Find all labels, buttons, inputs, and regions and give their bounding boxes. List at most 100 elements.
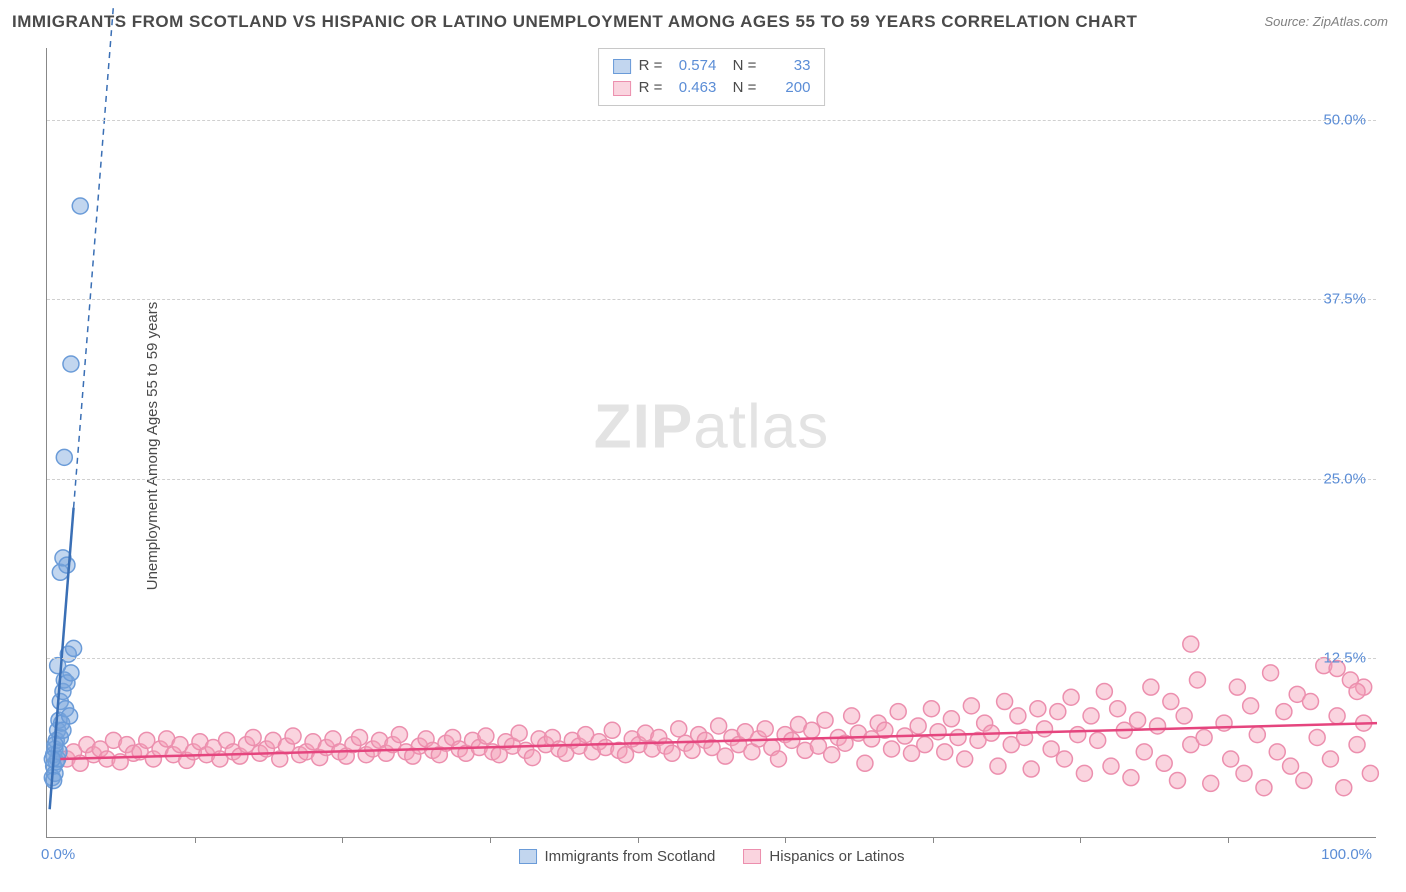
data-point (1023, 761, 1039, 777)
data-point (1163, 694, 1179, 710)
data-point (524, 750, 540, 766)
stat-label: N = (724, 77, 756, 99)
n-value-2: 200 (764, 77, 810, 99)
data-point (910, 718, 926, 734)
data-point (917, 737, 933, 753)
source-attribution: Source: ZipAtlas.com (1264, 14, 1388, 29)
legend-item-1: Immigrants from Scotland (519, 848, 716, 865)
data-point (997, 694, 1013, 710)
data-point (1216, 715, 1232, 731)
data-point (56, 449, 72, 465)
data-point (62, 708, 78, 724)
data-point (1070, 727, 1086, 743)
data-point (1063, 689, 1079, 705)
data-point (1090, 732, 1106, 748)
data-point (50, 658, 66, 674)
data-point (1203, 775, 1219, 791)
x-tick (195, 837, 196, 843)
data-point (923, 701, 939, 717)
data-point (1156, 755, 1172, 771)
data-point (1329, 708, 1345, 724)
y-tick-label: 50.0% (1323, 111, 1366, 128)
legend-item-2: Hispanics or Latinos (743, 848, 904, 865)
data-point (963, 698, 979, 714)
data-point (1196, 729, 1212, 745)
data-point (1362, 765, 1378, 781)
data-point (63, 356, 79, 372)
data-point (285, 728, 301, 744)
data-point (1309, 729, 1325, 745)
data-point (1336, 780, 1352, 796)
data-point (757, 721, 773, 737)
data-point (717, 748, 733, 764)
data-point (1143, 679, 1159, 695)
y-tick-label: 37.5% (1323, 291, 1366, 308)
data-point (930, 724, 946, 740)
data-point (1123, 770, 1139, 786)
legend-stats-row-2: R = 0.463 N = 200 (613, 77, 811, 99)
data-point (1130, 712, 1146, 728)
data-point (1303, 694, 1319, 710)
data-point (352, 729, 368, 745)
data-point (664, 745, 680, 761)
x-tick (1080, 837, 1081, 843)
legend-stats-row-1: R = 0.574 N = 33 (613, 55, 811, 77)
data-point (1030, 701, 1046, 717)
series2-swatch-icon (743, 849, 761, 864)
x-tick-label: 0.0% (41, 846, 75, 863)
data-point (1349, 737, 1365, 753)
y-tick-label: 12.5% (1323, 650, 1366, 667)
data-point (1256, 780, 1272, 796)
data-point (937, 744, 953, 760)
data-point (957, 751, 973, 767)
data-point (890, 704, 906, 720)
data-point (511, 725, 527, 741)
data-point (1283, 758, 1299, 774)
data-point (1229, 679, 1245, 695)
data-point (817, 712, 833, 728)
data-point (844, 708, 860, 724)
data-point (1083, 708, 1099, 724)
data-point (1322, 751, 1338, 767)
data-point (618, 747, 634, 763)
data-point (1050, 704, 1066, 720)
data-point (671, 721, 687, 737)
data-point (1096, 683, 1112, 699)
legend-series: Immigrants from Scotland Hispanics or La… (519, 848, 905, 865)
gridline (47, 479, 1376, 480)
gridline (47, 299, 1376, 300)
y-tick-label: 25.0% (1323, 470, 1366, 487)
data-point (824, 747, 840, 763)
data-point (711, 718, 727, 734)
data-point (1263, 665, 1279, 681)
data-point (1223, 751, 1239, 767)
r-value-1: 0.574 (670, 55, 716, 77)
data-point (1349, 683, 1365, 699)
plot-area: ZIPatlas R = 0.574 N = 33 R = 0.463 N = … (46, 48, 1376, 838)
data-point (391, 727, 407, 743)
data-point (1183, 636, 1199, 652)
data-point (1037, 721, 1053, 737)
data-point (1269, 744, 1285, 760)
data-point (1110, 701, 1126, 717)
x-tick (638, 837, 639, 843)
data-point (884, 741, 900, 757)
chart-title: IMMIGRANTS FROM SCOTLAND VS HISPANIC OR … (12, 12, 1137, 32)
data-point (245, 729, 261, 745)
legend-stats: R = 0.574 N = 33 R = 0.463 N = 200 (598, 48, 826, 106)
data-point (1103, 758, 1119, 774)
stat-label: R = (639, 55, 663, 77)
data-point (684, 742, 700, 758)
data-point (1276, 704, 1292, 720)
data-point (59, 557, 75, 573)
series1-swatch-icon (519, 849, 537, 864)
data-point (72, 198, 88, 214)
chart-svg (47, 48, 1376, 837)
data-point (66, 640, 82, 656)
data-point (604, 722, 620, 738)
gridline (47, 120, 1376, 121)
data-point (1249, 727, 1265, 743)
x-tick (490, 837, 491, 843)
data-point (990, 758, 1006, 774)
data-point (1176, 708, 1192, 724)
